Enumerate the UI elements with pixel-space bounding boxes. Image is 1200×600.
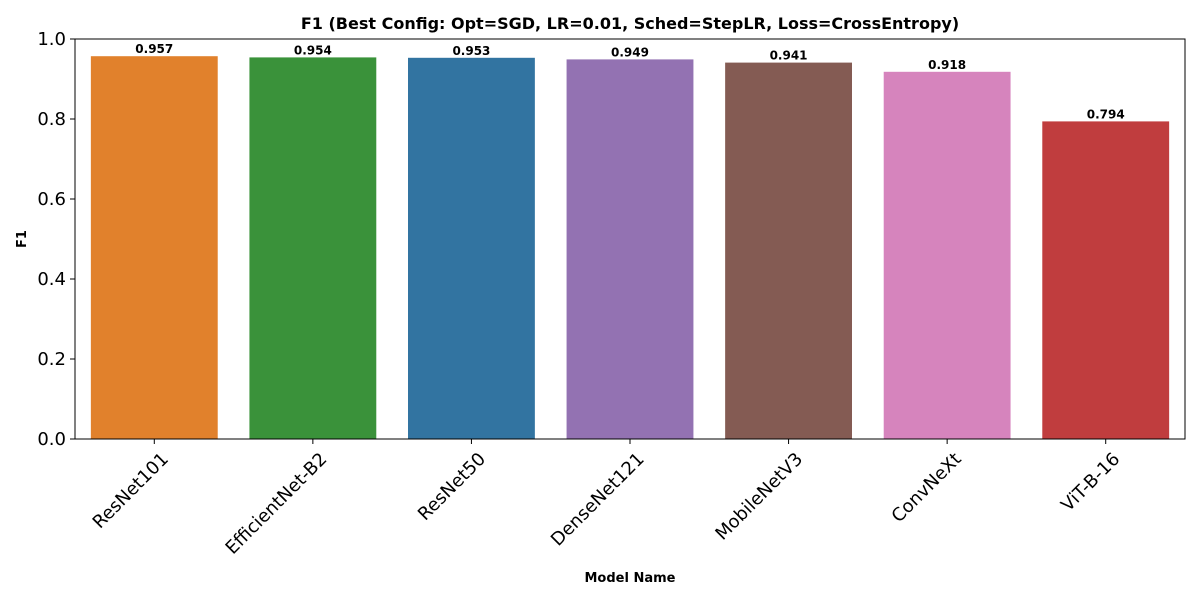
x-axis-ticks: ResNet101 EfficientNet-B2 ResNet50 DenseNet… [89, 439, 1124, 559]
y-tick-label: 1.0 [37, 29, 66, 50]
data-label: 0.949 [611, 45, 649, 59]
x-tick-label: MobileNetV3 [711, 449, 807, 545]
y-tick-label: 0.6 [37, 189, 66, 210]
data-label: 0.794 [1087, 107, 1125, 121]
data-label: 0.918 [928, 58, 966, 72]
x-tick-label: ResNet101 [89, 449, 173, 533]
y-axis-label: F1 [15, 230, 30, 248]
bar-mobilenetv3 [725, 62, 852, 439]
data-label: 0.957 [135, 42, 173, 56]
x-tick-label: ConvNeXt [888, 449, 966, 527]
y-tick-label: 0.0 [37, 429, 66, 450]
y-tick-label: 0.8 [37, 109, 66, 130]
data-label: 0.941 [770, 49, 808, 63]
bar-densenet121 [566, 59, 694, 440]
bar-efficientnet-b2 [249, 57, 377, 440]
y-tick-label: 0.2 [37, 349, 66, 370]
data-label: 0.953 [452, 44, 490, 58]
y-axis-ticks: 0.0 0.2 0.4 0.6 0.8 1.0 [37, 29, 75, 450]
plot-frame [74, 38, 1186, 440]
bar-vit-b-16 [1042, 121, 1170, 440]
bar-resnet101 [90, 56, 218, 439]
bar-convnext [883, 71, 1011, 440]
bar-resnet50 [408, 57, 535, 440]
x-tick-label: ViT-B-16 [1057, 449, 1124, 516]
x-axis-label: Model Name [585, 571, 676, 586]
x-tick-label: DenseNet121 [547, 449, 649, 551]
chart-title: F1 (Best Config: Opt=SGD, LR=0.01, Sched… [301, 14, 959, 33]
bars-group: 0.957 0.954 0.953 0.949 0.941 0.918 0.794 [90, 42, 1170, 440]
x-tick-label: EfficientNet-B2 [222, 449, 332, 559]
x-tick-label: ResNet50 [414, 449, 490, 525]
data-label: 0.954 [294, 43, 332, 57]
y-tick-label: 0.4 [37, 269, 66, 290]
